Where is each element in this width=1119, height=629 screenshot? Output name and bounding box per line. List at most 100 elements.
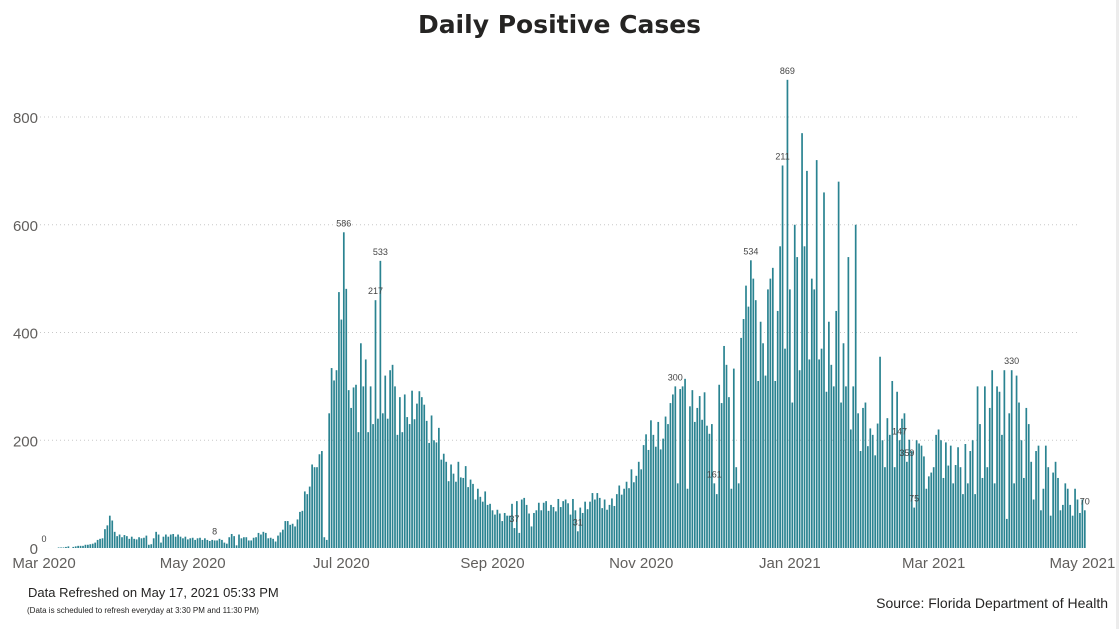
bar[interactable] xyxy=(823,192,825,548)
bar[interactable] xyxy=(77,545,79,548)
bar[interactable] xyxy=(511,503,513,548)
bar[interactable] xyxy=(979,424,981,548)
bar[interactable] xyxy=(133,538,136,548)
bar[interactable] xyxy=(1059,510,1062,548)
bar[interactable] xyxy=(535,510,538,548)
bar[interactable] xyxy=(196,538,199,548)
bar[interactable] xyxy=(457,461,460,548)
bar[interactable] xyxy=(413,419,416,548)
bar[interactable] xyxy=(957,447,959,548)
bar[interactable] xyxy=(901,418,903,548)
bar[interactable] xyxy=(208,541,211,548)
bar[interactable] xyxy=(713,483,716,548)
bar[interactable] xyxy=(82,545,84,548)
bar[interactable] xyxy=(138,537,140,548)
bar[interactable] xyxy=(469,479,472,548)
bar[interactable] xyxy=(808,359,811,548)
bar[interactable] xyxy=(262,531,265,548)
bar[interactable] xyxy=(747,306,750,548)
bar[interactable] xyxy=(530,526,533,548)
bar[interactable] xyxy=(547,510,550,548)
bar[interactable] xyxy=(796,257,799,548)
bar[interactable] xyxy=(906,461,908,548)
bar[interactable] xyxy=(247,540,250,548)
bar[interactable] xyxy=(165,534,167,548)
bar[interactable] xyxy=(606,509,608,548)
bar[interactable] xyxy=(147,544,150,548)
bar[interactable] xyxy=(379,260,382,548)
bar[interactable] xyxy=(1001,434,1003,548)
bar[interactable] xyxy=(481,501,484,548)
bar[interactable] xyxy=(923,456,925,548)
bar[interactable] xyxy=(1071,515,1074,548)
bar[interactable] xyxy=(360,343,362,548)
bar[interactable] xyxy=(945,442,947,548)
bar[interactable] xyxy=(918,443,920,548)
bar[interactable] xyxy=(732,368,735,548)
bar[interactable] xyxy=(825,391,828,548)
bar[interactable] xyxy=(438,427,440,548)
bar[interactable] xyxy=(830,364,833,548)
bar[interactable] xyxy=(991,370,994,548)
bar[interactable] xyxy=(576,531,579,548)
bar[interactable] xyxy=(399,397,401,548)
bar[interactable] xyxy=(318,454,321,548)
bar[interactable] xyxy=(1018,402,1020,548)
bar[interactable] xyxy=(235,545,238,548)
bar[interactable] xyxy=(645,434,647,548)
bar[interactable] xyxy=(99,538,101,548)
bar[interactable] xyxy=(394,386,396,548)
bar[interactable] xyxy=(306,494,309,548)
bar[interactable] xyxy=(852,386,855,548)
bar[interactable] xyxy=(557,498,560,548)
bar[interactable] xyxy=(179,536,182,548)
bar[interactable] xyxy=(299,511,301,548)
bar[interactable] xyxy=(479,496,482,548)
bar[interactable] xyxy=(243,537,245,548)
bar[interactable] xyxy=(396,434,399,548)
bar[interactable] xyxy=(903,413,906,548)
bar[interactable] xyxy=(781,165,784,549)
bar[interactable] xyxy=(623,488,625,548)
bar[interactable] xyxy=(1013,483,1015,548)
bar[interactable] xyxy=(60,547,62,548)
bar[interactable] xyxy=(213,540,216,548)
bar[interactable] xyxy=(984,386,986,548)
bar[interactable] xyxy=(525,504,528,548)
bar[interactable] xyxy=(277,535,279,548)
bar[interactable] xyxy=(864,402,867,548)
bar[interactable] xyxy=(750,260,752,548)
bar[interactable] xyxy=(706,425,708,548)
bar[interactable] xyxy=(1035,451,1037,548)
bar[interactable] xyxy=(355,384,357,548)
bar[interactable] xyxy=(347,390,350,548)
bar[interactable] xyxy=(401,432,404,548)
bar[interactable] xyxy=(608,504,611,548)
bar[interactable] xyxy=(267,538,270,548)
bar[interactable] xyxy=(840,402,842,548)
bar[interactable] xyxy=(335,370,338,548)
bar[interactable] xyxy=(191,537,194,548)
bar[interactable] xyxy=(974,494,976,548)
bar[interactable] xyxy=(752,278,755,549)
bar[interactable] xyxy=(362,386,365,548)
bar[interactable] xyxy=(238,534,240,548)
bar[interactable] xyxy=(628,488,630,548)
bar[interactable] xyxy=(172,533,175,548)
bar[interactable] xyxy=(384,375,387,548)
bar[interactable] xyxy=(140,538,143,548)
bar[interactable] xyxy=(62,547,65,548)
bar[interactable] xyxy=(225,543,228,548)
bar[interactable] xyxy=(472,483,474,548)
bar[interactable] xyxy=(264,532,267,548)
bar[interactable] xyxy=(996,386,998,548)
bar[interactable] xyxy=(564,499,567,548)
bar[interactable] xyxy=(764,375,767,548)
bar[interactable] xyxy=(589,501,591,548)
bar[interactable] xyxy=(774,380,777,548)
bar[interactable] xyxy=(252,537,255,548)
bar[interactable] xyxy=(118,534,121,548)
bar[interactable] xyxy=(701,419,703,548)
bar[interactable] xyxy=(1030,461,1033,548)
bar[interactable] xyxy=(345,288,348,548)
